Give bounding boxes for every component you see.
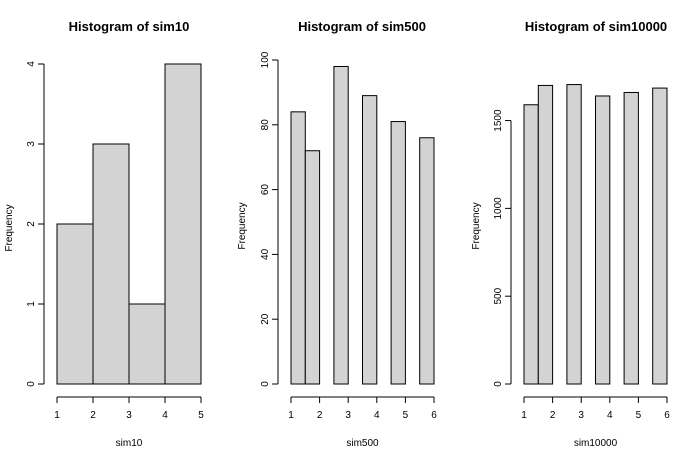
histogram-bar [92, 143, 130, 385]
x-tick-label: 4 [374, 410, 380, 421]
x-tick-label: 1 [54, 410, 60, 421]
y-tick-label: 4 [26, 61, 37, 67]
histogram-bar [333, 65, 349, 385]
x-tick-label: 1 [288, 410, 294, 421]
y-tick-label: 0 [493, 381, 504, 387]
x-axis-label: sim10 [116, 438, 143, 449]
x-tick-label: 3 [578, 410, 584, 421]
x-tick-label: 2 [317, 410, 323, 421]
x-tick-label: 3 [126, 410, 132, 421]
histogram-bar [652, 87, 668, 385]
histogram-bar [523, 104, 539, 385]
y-tick-label: 0 [260, 381, 271, 387]
histogram-bar [362, 95, 378, 385]
chart-title: Histogram of sim10000 [525, 19, 667, 34]
x-tick-label: 2 [550, 410, 556, 421]
y-tick-label: 100 [260, 51, 271, 68]
histogram-bar [566, 84, 582, 385]
histogram-bar [164, 63, 202, 385]
histogram-bar [304, 150, 321, 385]
y-tick-label: 1 [26, 301, 37, 307]
panel-sim10000: Histogram of sim10000 1 2 3 4 5 6 0 500 1000 1500 s… [471, 19, 670, 449]
y-tick-label: 1000 [493, 197, 504, 220]
histogram-bar [290, 111, 306, 385]
y-tick-label: 3 [26, 141, 37, 147]
x-tick-label: 2 [90, 410, 96, 421]
x-tick-label: 5 [636, 410, 642, 421]
x-tick-label: 5 [198, 410, 204, 421]
x-axis-label: sim10000 [574, 438, 618, 449]
histogram-bar [623, 91, 639, 385]
x-axis-label: sim500 [346, 438, 379, 449]
x-tick-label: 6 [664, 410, 670, 421]
x-tick-label: 3 [345, 410, 351, 421]
y-tick-label: 2 [26, 221, 37, 227]
x-tick-label: 5 [403, 410, 409, 421]
y-axis-label: Frequency [4, 204, 15, 251]
histogram-bar [595, 95, 611, 385]
x-tick-label: 6 [431, 410, 437, 421]
chart-title: Histogram of sim500 [298, 19, 426, 34]
x-tick-label: 1 [521, 410, 527, 421]
x-tick-label: 4 [607, 410, 613, 421]
histogram-bar [419, 137, 435, 385]
y-axis-label: Frequency [237, 202, 248, 249]
y-tick-label: 1500 [493, 109, 504, 132]
y-tick-label: 500 [493, 287, 504, 304]
y-axis-label: Frequency [471, 202, 482, 249]
x-tick-label: 4 [162, 410, 168, 421]
histogram-bar [128, 303, 166, 385]
y-tick-label: 60 [260, 184, 271, 196]
histogram-bar [537, 84, 554, 385]
panel-sim10: Histogram of sim10 1 2 3 4 5 0 1 2 3 4 sim10 Frequen… [4, 19, 204, 449]
y-tick-label: 20 [260, 313, 271, 325]
histogram-bar [390, 121, 406, 385]
y-tick-label: 0 [26, 381, 37, 387]
y-tick-label: 40 [260, 248, 271, 260]
y-tick-label: 80 [260, 119, 271, 131]
histogram-bar [56, 223, 94, 385]
chart-title: Histogram of sim10 [69, 19, 190, 34]
